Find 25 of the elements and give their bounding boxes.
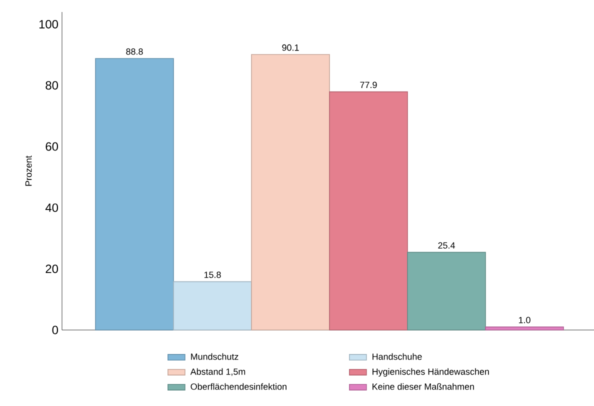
- legend-label: Oberflächendesinfektion: [190, 383, 286, 390]
- data-label: 1.0: [518, 316, 530, 324]
- bar: [173, 281, 252, 330]
- legend-label: Abstand 1,5m: [190, 368, 246, 376]
- y-tick-label: 0: [52, 326, 58, 334]
- legend-label: Mundschutz: [191, 353, 238, 360]
- y-axis-title: Prozent: [25, 156, 32, 186]
- y-tick-label: 40: [45, 203, 58, 212]
- y-tick-label: 100: [39, 20, 58, 28]
- legend-label: Hygienisches Händewaschen: [372, 368, 489, 377]
- data-label: 90.1: [282, 44, 299, 51]
- data-label: 88.8: [126, 48, 143, 55]
- bar: [95, 58, 174, 330]
- y-tick-label: 20: [46, 264, 58, 274]
- y-tick-label: 60: [46, 142, 58, 151]
- data-label: 77.9: [360, 82, 377, 88]
- y-tick-label: 80: [46, 81, 58, 90]
- data-label: 15.8: [204, 272, 221, 278]
- bar: [407, 252, 486, 330]
- legend-label: Handschuhe: [372, 353, 422, 360]
- legend-label: Keine dieser Maßnahmen: [372, 383, 474, 390]
- data-label: 25.4: [438, 242, 455, 249]
- bar: [329, 91, 408, 330]
- bar: [251, 54, 330, 330]
- bar: [485, 326, 564, 330]
